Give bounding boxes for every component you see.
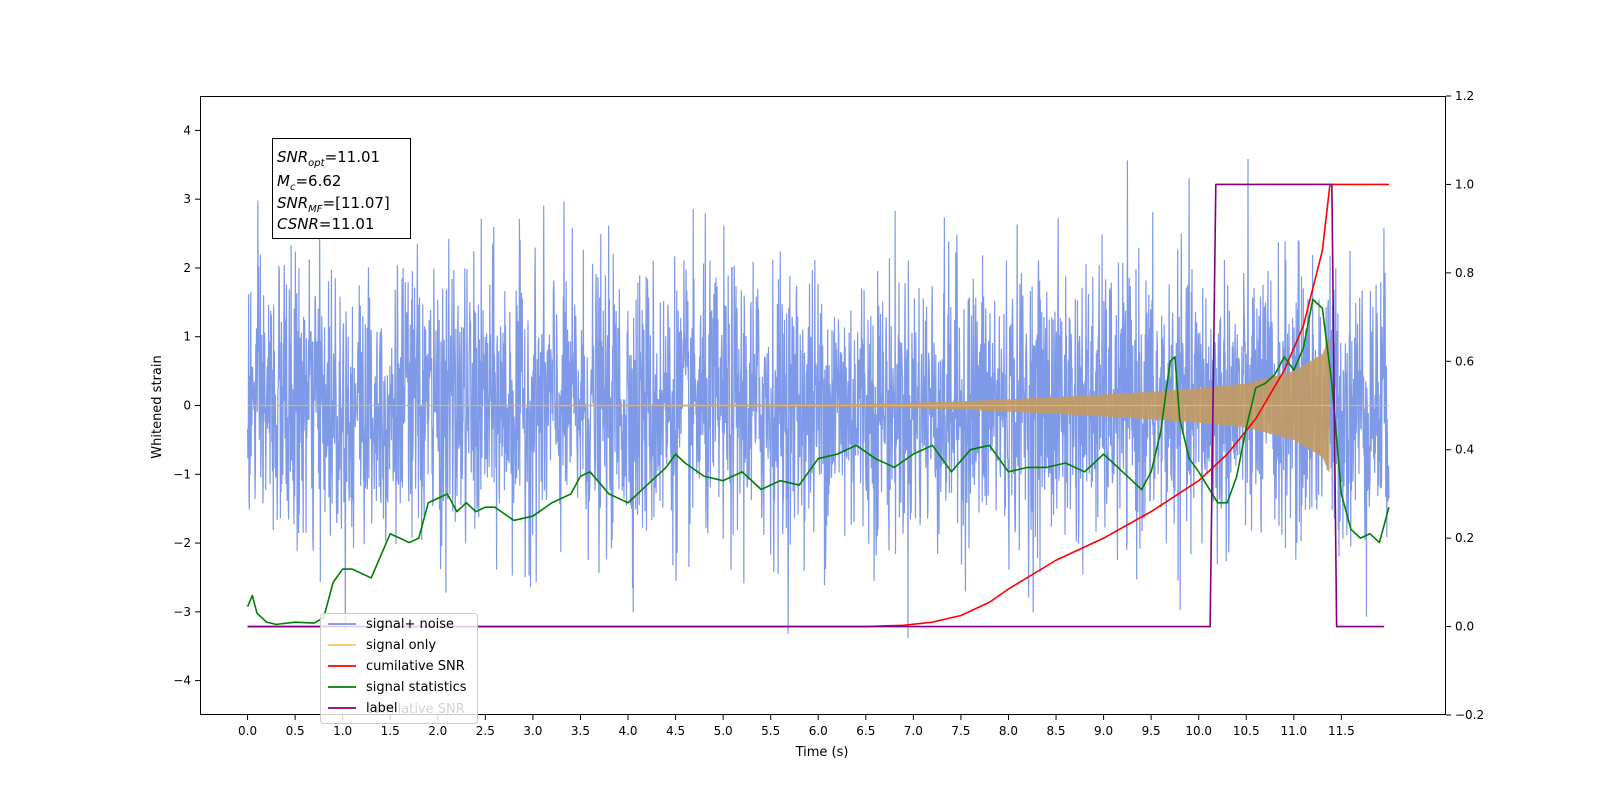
x-tick-label: 6.5 xyxy=(856,724,875,738)
y-tick-label: −2 xyxy=(173,536,191,550)
x-tick-label: 3.0 xyxy=(523,724,542,738)
y2-tick-label: 0.4 xyxy=(1455,443,1474,457)
y2-tick-label: 1.2 xyxy=(1455,89,1474,103)
legend-label: cumilative SNR xyxy=(366,659,465,674)
x-tick-label: 11.5 xyxy=(1328,724,1355,738)
legend-label: label xyxy=(366,701,397,716)
x-tick-label: 0.0 xyxy=(238,724,257,738)
x-tick-label: 1.0 xyxy=(333,724,352,738)
series-layer xyxy=(246,159,1390,639)
legend-label: signal only xyxy=(366,638,436,653)
x-axis-label: Time (s) xyxy=(795,745,849,760)
x-tick-label: 5.5 xyxy=(761,724,780,738)
x-tick-label: 3.5 xyxy=(571,724,590,738)
annotation-mc: Mc=6.62 xyxy=(277,172,341,193)
x-tick-label: 0.5 xyxy=(286,724,305,738)
series-signal-statistics-line xyxy=(246,298,1390,626)
x-tick-label: 9.5 xyxy=(1142,724,1161,738)
y2-tick-label: −0.2 xyxy=(1455,708,1484,722)
y-tick-label: 0 xyxy=(183,399,191,413)
y-tick-label: −1 xyxy=(173,467,191,481)
x-axis-ticks: 0.0 0.5 1.0 1.5 2.0 2.5 3.0 3.5 4.0 4.5 5.0 5.5 6.0 6… xyxy=(238,715,1355,738)
y-tick-label: 3 xyxy=(183,192,191,206)
x-tick-label: 7.0 xyxy=(904,724,923,738)
legend-label: signal statistics xyxy=(366,680,467,695)
y-axis-ticks: −4 −3 −2 −1 0 1 2 3 4 xyxy=(173,123,200,688)
x-tick-label: 5.0 xyxy=(714,724,733,738)
legend: cumilative SNR signal+ noise signal only c… xyxy=(320,613,478,724)
y-tick-label: −4 xyxy=(173,674,191,688)
y2-tick-label: 1.0 xyxy=(1455,177,1474,191)
legend-label: signal+ noise xyxy=(366,617,454,632)
x-tick-label: 6.0 xyxy=(809,724,828,738)
annotation-box: SNRopt=11.01 Mc=6.62 SNRMF=[11.07] CSNR=… xyxy=(272,138,411,239)
x-tick-label: 1.5 xyxy=(381,724,400,738)
y2-tick-label: 0.2 xyxy=(1455,531,1474,545)
series-signal-noise-line xyxy=(246,159,1390,639)
annotation-csnr: CSNR=11.01 xyxy=(277,215,374,233)
x-tick-label: 2.0 xyxy=(428,724,447,738)
y-tick-label: −3 xyxy=(173,605,191,619)
y-tick-label: 2 xyxy=(183,261,191,275)
y-tick-label: 1 xyxy=(183,330,191,344)
series-label-line xyxy=(247,183,1385,628)
x-tick-label: 8.0 xyxy=(999,724,1018,738)
x-tick-label: 7.5 xyxy=(951,724,970,738)
y2-tick-label: 0.0 xyxy=(1455,620,1474,634)
x-tick-label: 11.0 xyxy=(1280,724,1307,738)
y2-tick-label: 0.6 xyxy=(1455,354,1474,368)
y-tick-label: 4 xyxy=(183,123,191,137)
y2-axis-ticks: −0.2 0.0 0.2 0.4 0.6 0.8 1.0 1.2 xyxy=(1446,89,1484,722)
y-axis-label: Whitened strain xyxy=(150,355,165,458)
legend-overlap-text: cumilative SNR xyxy=(366,702,465,717)
x-tick-label: 10.5 xyxy=(1233,724,1260,738)
y2-tick-label: 0.8 xyxy=(1455,266,1474,280)
x-tick-label: 8.5 xyxy=(1046,724,1065,738)
x-tick-label: 9.0 xyxy=(1094,724,1113,738)
x-tick-label: 4.0 xyxy=(618,724,637,738)
x-tick-label: 10.0 xyxy=(1185,724,1212,738)
plot-frame xyxy=(200,96,1446,715)
annotation-snr-mf: SNRMF=[11.07] xyxy=(277,194,390,215)
annotation-snr-opt: SNRopt=11.01 xyxy=(277,148,380,169)
x-tick-label: 4.5 xyxy=(666,724,685,738)
x-tick-label: 2.5 xyxy=(476,724,495,738)
series-cumulative-snr-line xyxy=(247,183,1389,628)
